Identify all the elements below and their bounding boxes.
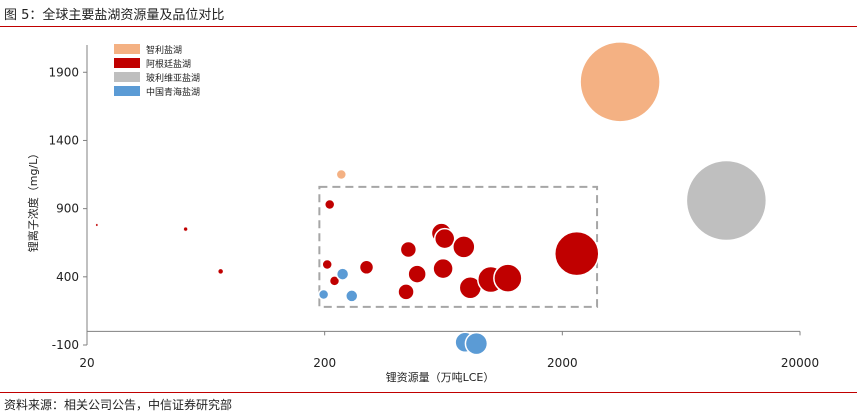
- bubble-4-1: [317, 288, 330, 301]
- bubble-2-2: [183, 226, 188, 232]
- legend-swatch-4: [114, 86, 140, 96]
- bubble-2-6: [328, 275, 341, 287]
- bubble-2-7: [358, 259, 375, 276]
- source-note: 资料来源：相关公司公告，中信证券研究部: [4, 398, 233, 412]
- x-axis-label: 锂资源量（万吨LCE）: [386, 370, 495, 384]
- legend-label-3: 玻利维亚盐湖: [146, 72, 200, 84]
- bubble-2-8: [399, 240, 418, 259]
- bubble-1-2: [579, 41, 661, 123]
- bubble-2-9: [397, 283, 415, 301]
- bubble-1-1: [335, 168, 348, 181]
- highlight-box-group: [318, 185, 599, 308]
- legend-label-2: 阿根廷盐湖: [146, 58, 191, 70]
- bubble-2-3: [216, 267, 225, 276]
- figure-title: 图 5：全球主要盐湖资源量及品位对比: [4, 8, 225, 23]
- bubble-2-18: [554, 230, 600, 277]
- bubble-2-1: [95, 223, 99, 227]
- bubbles: [95, 41, 768, 356]
- legend-swatch-3: [114, 72, 140, 82]
- bubble-2-13: [432, 257, 454, 280]
- y-axis-label: 锂离子浓度（mg/L）: [26, 148, 40, 253]
- bubble-2-5: [321, 258, 333, 271]
- bubble-4-5: [464, 331, 489, 356]
- bubble-2-14: [452, 235, 476, 259]
- y-tick-label: 1900: [48, 65, 79, 79]
- title-rule: [0, 26, 857, 27]
- x-tick-label: 2000: [547, 356, 578, 370]
- x-tick-label: 20: [79, 356, 94, 370]
- bubble-chart: -100 400 900 1400 1900 20 200 2000 20000 智利盐湖阿根廷…: [26, 41, 819, 384]
- source-rule: [0, 392, 857, 393]
- bubble-3-1: [685, 159, 768, 242]
- y-tick-label: -100: [52, 338, 79, 352]
- bubble-2-12: [433, 227, 456, 250]
- highlight-box: [318, 185, 599, 308]
- bubble-2-4: [323, 198, 336, 211]
- y-tick-label: 1400: [48, 133, 79, 147]
- bubble-4-2: [335, 267, 350, 281]
- x-tick-label: 200: [313, 356, 336, 370]
- legend-swatch-1: [114, 44, 140, 54]
- axes: -100 400 900 1400 1900 20 200 2000 20000: [48, 45, 819, 370]
- y-tick-label: 400: [56, 270, 79, 284]
- y-tick-label: 900: [56, 202, 79, 216]
- bubble-2-10: [407, 264, 427, 284]
- legend-swatch-2: [114, 58, 140, 68]
- bubble-2-17: [493, 263, 523, 293]
- legend-label-1: 智利盐湖: [146, 44, 182, 56]
- legend-label-4: 中国青海盐湖: [146, 86, 200, 98]
- x-tick-label: 20000: [781, 356, 819, 370]
- bubble-4-3: [344, 289, 359, 303]
